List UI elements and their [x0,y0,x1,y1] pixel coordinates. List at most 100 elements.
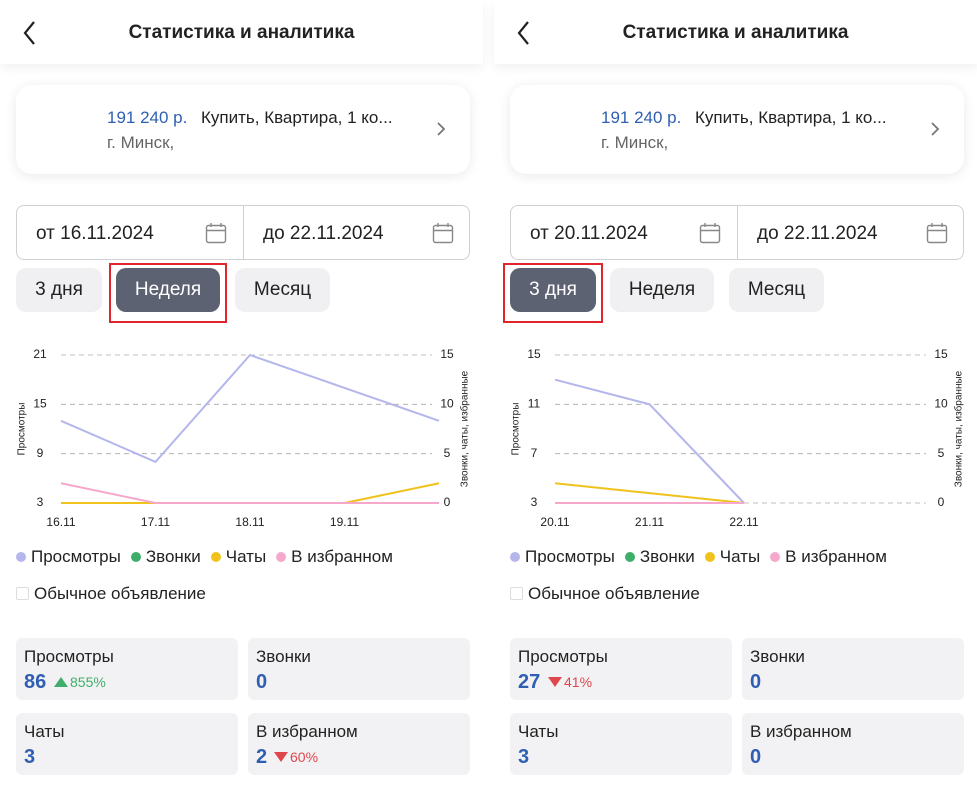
stat-label: Чаты [24,722,65,741]
listing-card[interactable]: 191 240 р. Купить, Квартира, 1 ко... г. Ми… [16,85,470,174]
checkbox[interactable] [16,587,29,600]
stat-card: В избранном 2 60% [248,713,470,775]
series-line [61,482,440,504]
chart: 3 9 15 21 0 5 10 15 Просмотры Звонки, чаты, избра… [17,347,471,529]
stat-card: Звонки 0 [742,638,964,700]
legend-item[interactable]: Звонки [130,547,201,567]
period-button[interactable]: Месяц [729,268,824,312]
legend-item[interactable]: Просмотры [16,547,121,567]
legend-label: Чаты [719,547,761,566]
y-axis-title: Просмотры [511,403,522,456]
listing-card[interactable]: 191 240 р. Купить, Квартира, 1 ко... г. Ми… [510,85,964,174]
legend-item[interactable]: Звонки [624,547,695,567]
stat-change: 41% [548,674,592,690]
panel: Статистика и аналитика 191 240 р. Купить, … [494,0,977,797]
legend-label: Чаты [225,547,267,566]
date-range: от 16.11.2024 до 22.11.2024 [16,205,470,260]
change-text: 41% [564,674,593,690]
x-tick-label: 16.11 [46,515,75,529]
date-to[interactable]: до 22.11.2024 [757,223,878,244]
divider [243,206,244,259]
stat-label: В избранном [256,722,358,741]
change-text: 60% [290,749,319,765]
legend-label: В избранном [291,547,393,566]
x-tick-label: 22.11 [729,515,758,529]
back-button[interactable] [516,20,532,46]
period-button[interactable]: 3 дня [510,268,596,312]
series-line [60,482,439,504]
period-button[interactable]: Неделя [610,268,714,312]
trend-arrow [54,677,68,687]
listing-price: 191 240 р. [107,108,188,127]
stat-value: 27 [518,671,541,693]
y-tick-label: 3 [37,495,44,509]
chevron [931,122,940,136]
legend-item[interactable]: Просмотры [510,547,615,567]
legend: Просмотры Звонки Чаты В избранном [510,546,970,568]
legend-label: Звонки [639,547,695,566]
y2-axis-title: Звонки, чаты, избранные [459,370,471,487]
x-tick-label: 18.11 [235,515,264,529]
y-tick-label: 15 [33,397,47,411]
date-from[interactable]: от 16.11.2024 [36,223,154,244]
change-text: 855% [70,674,106,690]
stat-value: 3 [24,746,36,768]
y-tick-label: 3 [531,495,538,509]
legend-item[interactable]: Чаты [210,547,267,567]
y2-tick-label: 5 [444,446,451,460]
legend-item[interactable]: В избранном [770,547,887,567]
stat-label: Звонки [256,647,311,666]
y-tick-label: 11 [528,397,541,411]
legend-dot [130,552,141,562]
stat-label: Просмотры [24,647,114,666]
x-tick-label: 17.11 [141,515,170,529]
period-button[interactable]: 3 дня [16,268,102,312]
x-tick-label: 21.11 [635,515,664,529]
stat-change: 60% [274,749,318,765]
legend-dot [16,552,26,562]
stat-change: 855% [54,674,106,690]
checkbox[interactable] [510,587,523,600]
stat-card: Просмотры 86 855% [16,638,238,700]
date-to[interactable]: до 22.11.2024 [263,223,384,244]
y2-axis-title: Звонки, чаты, избранные [953,370,965,487]
trend-arrow [548,677,562,687]
legend-item[interactable]: Чаты [704,547,761,567]
y2-tick-label: 0 [444,495,451,509]
y-tick-label: 9 [37,446,44,460]
trend-arrow [274,752,288,762]
header: Статистика и аналитика [494,0,977,64]
stat-value: 86 [24,671,47,693]
date-from[interactable]: от 20.11.2024 [530,223,648,244]
legend-dot [210,552,221,562]
stat-card: Звонки 0 [248,638,470,700]
stat-card: Чаты 3 [510,713,732,775]
stat-label: Просмотры [518,647,608,666]
y2-tick-label: 5 [938,446,945,460]
highlight-box [503,263,603,323]
listing-city: г. Минск, [601,133,669,152]
period-button[interactable]: Месяц [235,268,330,312]
series-line [554,482,745,504]
y-tick-label: 21 [33,347,47,361]
y-tick-label: 15 [527,347,541,361]
legend-label: Звонки [145,547,201,566]
y-axis-title: Просмотры [17,403,28,456]
y-tick-label: 7 [531,446,538,460]
calendar-icon [205,223,227,244]
y2-tick-label: 0 [938,495,945,509]
back-button[interactable] [22,20,38,46]
stat-label: В избранном [750,722,852,741]
y2-tick-label: 15 [440,347,454,361]
legend-item[interactable]: В избранном [276,547,393,567]
chevron [437,122,446,136]
legend: Просмотры Звонки Чаты В избранном [16,546,476,568]
y2-tick-label: 10 [934,397,948,411]
calendar-icon [926,223,948,244]
legend-dot [770,552,781,562]
listing-price: 191 240 р. [601,108,682,127]
period-button[interactable]: Неделя [116,268,220,312]
legend-label: Просмотры [525,547,615,566]
y2-tick-label: 15 [934,347,948,361]
